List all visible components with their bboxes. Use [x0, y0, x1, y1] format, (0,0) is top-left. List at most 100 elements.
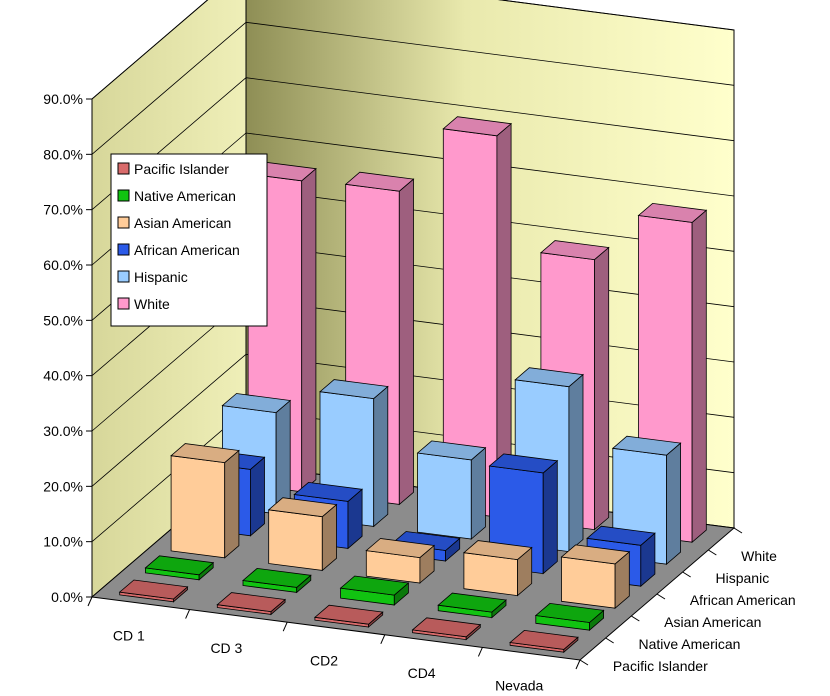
bar	[534, 602, 605, 632]
bar-side	[691, 209, 707, 544]
legend-label: Asian American	[134, 215, 231, 231]
bar	[144, 555, 215, 581]
gridline	[91, 21, 735, 155]
bar-top	[216, 592, 287, 613]
bar-side	[249, 456, 265, 537]
y-tick-label: 40.0%	[43, 368, 83, 384]
bar-top	[509, 629, 579, 650]
x-tick	[185, 609, 191, 619]
bar-side	[398, 178, 414, 506]
x-tick-label: Nevada	[495, 678, 543, 694]
bar-side	[275, 399, 291, 515]
legend-label: African American	[134, 242, 240, 258]
bar-top	[514, 367, 584, 388]
y-tick-label: 10.0%	[43, 534, 83, 550]
depth-tick	[682, 571, 691, 578]
bar-top	[462, 540, 533, 561]
bar	[560, 544, 631, 610]
bar	[365, 538, 436, 584]
bar-side	[542, 459, 558, 575]
bar-top	[365, 538, 436, 559]
bar-top	[267, 497, 338, 518]
bar-side	[666, 442, 681, 566]
x-tick-label: CD4	[408, 665, 436, 681]
bar-top	[637, 202, 708, 223]
depth-tick	[708, 549, 717, 556]
y-tick-label: 90.0%	[43, 91, 83, 107]
x-tick	[477, 647, 483, 657]
bar-front	[561, 556, 616, 609]
x-tick	[575, 659, 581, 670]
depth-tick-label: Pacific Islander	[613, 658, 708, 674]
gridline	[91, 0, 735, 100]
bar	[216, 592, 287, 616]
y-tick-label: 30.0%	[43, 423, 83, 439]
bar-top	[560, 544, 631, 565]
bar-front	[170, 455, 226, 559]
legend-label: Pacific Islander	[134, 161, 229, 177]
legend-swatch	[117, 297, 130, 310]
y-tick-label: 60.0%	[43, 257, 83, 273]
x-tick	[380, 634, 386, 645]
legend-swatch	[117, 270, 130, 283]
bars	[118, 116, 708, 654]
depth-tick	[579, 659, 589, 666]
depth-tick	[605, 637, 614, 644]
bar	[509, 629, 579, 654]
x-tick-label: CD 3	[210, 640, 242, 656]
depth-tick-labels: Pacific Islander Native American Asian Ame…	[613, 548, 796, 674]
bar	[242, 567, 312, 594]
bar-top	[319, 379, 389, 400]
bar-side	[301, 167, 317, 493]
legend-label: White	[134, 296, 170, 312]
legend-swatch	[117, 216, 130, 229]
x-tick-labels: CD 1 CD 3 CD2 CD4 Nevada	[113, 627, 544, 693]
bar-top	[534, 602, 605, 623]
bar-side	[224, 449, 240, 559]
x-tick	[87, 596, 93, 607]
bar-top	[586, 525, 656, 546]
y-tick-label: 80.0%	[43, 146, 83, 162]
bar	[462, 540, 533, 597]
bar-top	[339, 575, 410, 596]
y-tick-label: 0.0%	[51, 589, 83, 605]
bar-top	[170, 443, 240, 464]
bar	[118, 579, 189, 603]
bar-top	[437, 592, 507, 613]
x-tick-label: CD 1	[113, 627, 145, 643]
bar-side	[373, 385, 389, 528]
legend-swatch	[117, 162, 130, 175]
bar-top	[411, 617, 482, 638]
depth-tick	[733, 527, 743, 534]
x-tick	[282, 621, 288, 632]
bar-side	[568, 373, 584, 553]
y-tick-label: 20.0%	[43, 478, 83, 494]
depth-tick-label: Native American	[639, 636, 741, 652]
depth-tick	[656, 593, 666, 600]
legend-swatch	[117, 243, 130, 256]
bar	[442, 116, 513, 518]
bar-top	[313, 604, 384, 625]
bar-top	[539, 240, 610, 261]
depth-tick-label: African American	[690, 592, 796, 608]
bar	[416, 440, 487, 540]
depth-tick-label: Hispanic	[716, 570, 770, 586]
bar	[411, 617, 482, 641]
legend-swatch	[117, 189, 130, 202]
bar-side	[594, 246, 610, 531]
bar-front	[417, 452, 472, 540]
legend: Pacific Islander Native American Asian Ame…	[110, 153, 268, 327]
bar-top	[488, 453, 559, 474]
y-tick-label: 50.0%	[43, 312, 83, 328]
bar-top	[221, 393, 292, 414]
legend-label: Hispanic	[134, 269, 188, 285]
legend-box	[110, 153, 268, 327]
bar-top	[611, 435, 682, 456]
legend-label: Native American	[134, 188, 236, 204]
axes	[86, 98, 743, 670]
y-tick-labels: 0.0% 10.0% 20.0% 30.0% 40.0% 50.0% 60.0% 70.0% 8…	[43, 91, 83, 605]
bar-top	[118, 579, 189, 600]
bar-front	[463, 552, 518, 597]
depth-tick	[631, 615, 640, 622]
